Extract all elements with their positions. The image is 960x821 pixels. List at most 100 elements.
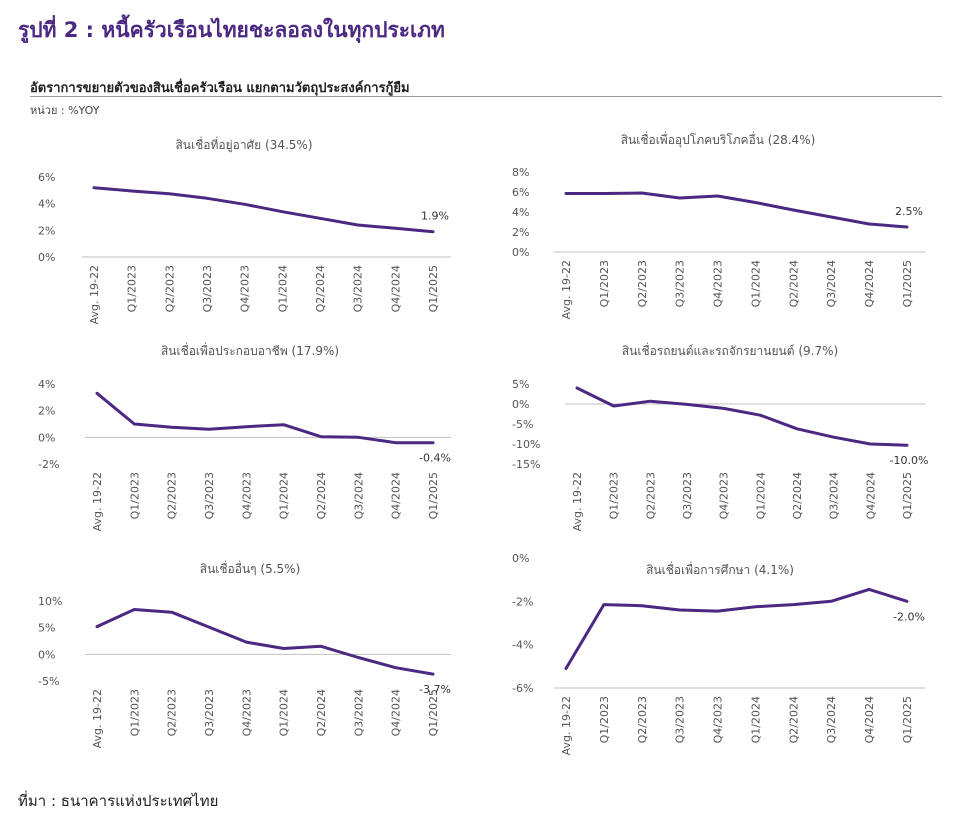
x-tick-label: Q2/2023 bbox=[166, 689, 179, 736]
chart-title: สินเชื่อที่อยู่อาศัย (34.5%) bbox=[175, 136, 312, 153]
chart-title: สินเชื่อเพื่ออุปโภคบริโภคอื่น (28.4%) bbox=[621, 131, 816, 148]
y-tick-label: 0% bbox=[512, 246, 529, 259]
x-tick-label: Q2/2023 bbox=[166, 472, 179, 519]
x-tick-label: Q2/2023 bbox=[163, 265, 176, 312]
x-tick-label: Q4/2024 bbox=[390, 689, 403, 736]
y-tick-label: 5% bbox=[38, 622, 55, 635]
data-label: -10.0% bbox=[890, 454, 929, 467]
series-line bbox=[92, 186, 435, 234]
series-line bbox=[95, 391, 435, 445]
x-tick-label: Q3/2023 bbox=[674, 260, 687, 307]
x-tick-label: Q3/2024 bbox=[352, 472, 365, 519]
x-tick-label: Q3/2023 bbox=[203, 689, 216, 736]
x-tick-label: Q1/2024 bbox=[278, 689, 291, 736]
y-tick-label: 6% bbox=[38, 171, 55, 184]
x-tick-label: Q4/2023 bbox=[712, 696, 725, 743]
x-tick-label: Q3/2024 bbox=[825, 696, 838, 743]
y-tick-label: 0% bbox=[38, 251, 55, 264]
y-tick-label: -6% bbox=[512, 682, 533, 695]
chart-title: สินเชื่อเพื่อการศึกษา (4.1%) bbox=[646, 561, 794, 577]
y-tick-label: -15% bbox=[512, 458, 540, 471]
x-tick-label: Q2/2023 bbox=[644, 472, 657, 519]
y-tick-label: -4% bbox=[512, 639, 533, 652]
x-tick-label: Avg. 19-22 bbox=[88, 265, 101, 324]
y-tick-label: -2% bbox=[512, 595, 533, 608]
x-tick-label: Q4/2023 bbox=[240, 472, 253, 519]
chart-title: สินเชื่อเพื่อประกอบอาชีพ (17.9%) bbox=[161, 342, 339, 358]
x-tick-label: Q4/2023 bbox=[712, 260, 725, 307]
y-tick-label: -2% bbox=[38, 458, 59, 471]
x-tick-label: Q2/2024 bbox=[315, 689, 328, 736]
page-title: รูปที่ 2 : หนี้ครัวเรือนไทยชะลอลงในทุกปร… bbox=[18, 18, 445, 42]
chart-title: สินเชื่ออื่นๆ (5.5%) bbox=[200, 560, 301, 576]
x-tick-label: Q2/2023 bbox=[636, 260, 649, 307]
x-tick-label: Q4/2023 bbox=[239, 265, 252, 312]
x-tick-label: Avg. 19-22 bbox=[571, 472, 584, 531]
series-line bbox=[564, 191, 909, 229]
x-tick-label: Q1/2023 bbox=[608, 472, 621, 519]
chart-title: สินเชื่อรถยนต์และรถจักรยานยนต์ (9.7%) bbox=[622, 342, 838, 358]
chart-panel-5: สินเชื่ออื่นๆ (5.5%) -5% 0% 5% 10% Avg. 19-22… bbox=[38, 560, 451, 748]
x-tick-label: Q3/2023 bbox=[674, 696, 687, 743]
data-label: 1.9% bbox=[421, 210, 449, 223]
y-tick-label: 5% bbox=[512, 378, 529, 391]
x-tick-label: Q2/2024 bbox=[791, 472, 804, 519]
x-tick-label: Q3/2024 bbox=[825, 260, 838, 307]
chart-panel-2: สินเชื่อเพื่ออุปโภคบริโภคอื่น (28.4%) 0% 2… bbox=[512, 131, 925, 319]
x-tick-label: Q1/2025 bbox=[427, 472, 440, 519]
chart-panel-6: สินเชื่อเพื่อการศึกษา (4.1%) -6% -4% -2% 0% A… bbox=[512, 552, 925, 755]
x-tick-label: Q4/2024 bbox=[390, 472, 403, 519]
x-tick-label: Q1/2024 bbox=[749, 260, 762, 307]
series-line bbox=[575, 386, 909, 447]
x-tick-label: Avg. 19-22 bbox=[560, 696, 573, 755]
x-tick-label: Q2/2024 bbox=[314, 265, 327, 312]
x-tick-label: Q1/2023 bbox=[128, 472, 141, 519]
x-tick-label: Q4/2024 bbox=[864, 472, 877, 519]
x-tick-label: Q4/2024 bbox=[389, 265, 402, 312]
y-tick-label: 2% bbox=[512, 226, 529, 239]
chart-panel-3: สินเชื่อเพื่อประกอบอาชีพ (17.9%) -2% 0% 2% 4… bbox=[38, 342, 451, 531]
y-tick-label: 4% bbox=[38, 198, 55, 211]
y-tick-label: -5% bbox=[512, 418, 533, 431]
x-tick-label: Q3/2023 bbox=[681, 472, 694, 519]
chart-panel-4: สินเชื่อรถยนต์และรถจักรยานยนต์ (9.7%) -15… bbox=[512, 342, 928, 531]
x-tick-label: Q4/2024 bbox=[863, 696, 876, 743]
x-tick-label: Avg. 19-22 bbox=[91, 472, 104, 531]
x-tick-label: Q1/2024 bbox=[754, 472, 767, 519]
x-tick-label: Q1/2023 bbox=[126, 265, 139, 312]
x-tick-label: Q3/2024 bbox=[352, 265, 365, 312]
divider bbox=[30, 96, 942, 97]
x-tick-label: Q1/2023 bbox=[598, 696, 611, 743]
y-tick-label: 10% bbox=[38, 595, 62, 608]
data-label: -3.7% bbox=[419, 683, 451, 696]
x-tick-label: Avg. 19-22 bbox=[560, 260, 573, 319]
series-line bbox=[564, 587, 909, 670]
x-tick-label: Q2/2024 bbox=[787, 260, 800, 307]
x-tick-label: Q2/2024 bbox=[315, 472, 328, 519]
chart-subtitle: อัตราการขยายตัวของสินเชื่อครัวเรือน แยกต… bbox=[30, 81, 410, 96]
y-tick-label: 0% bbox=[38, 648, 55, 661]
x-tick-label: Q4/2023 bbox=[718, 472, 731, 519]
y-tick-label: 6% bbox=[512, 186, 529, 199]
x-tick-label: Q2/2024 bbox=[787, 696, 800, 743]
y-tick-label: 0% bbox=[512, 398, 529, 411]
x-tick-label: Q1/2024 bbox=[276, 265, 289, 312]
y-tick-label: 0% bbox=[512, 552, 529, 565]
y-tick-label: -5% bbox=[38, 675, 59, 688]
x-tick-label: Q1/2025 bbox=[901, 472, 914, 519]
y-tick-label: -10% bbox=[512, 438, 540, 451]
data-label: -2.0% bbox=[893, 610, 925, 623]
x-tick-label: Q1/2025 bbox=[427, 265, 440, 312]
data-label: 2.5% bbox=[895, 205, 923, 218]
chart-panel-1: สินเชื่อที่อยู่อาศัย (34.5%) 0% 2% 4% 6% Avg.… bbox=[38, 136, 451, 324]
series-line bbox=[95, 608, 435, 676]
x-tick-label: Q1/2025 bbox=[901, 260, 914, 307]
y-tick-label: 0% bbox=[38, 431, 55, 444]
y-tick-label: 2% bbox=[38, 224, 55, 237]
y-tick-label: 4% bbox=[38, 378, 55, 391]
x-tick-label: Q1/2025 bbox=[427, 689, 440, 736]
x-tick-label: Q4/2023 bbox=[240, 689, 253, 736]
x-tick-label: Q3/2024 bbox=[828, 472, 841, 519]
data-label: -0.4% bbox=[419, 452, 451, 465]
